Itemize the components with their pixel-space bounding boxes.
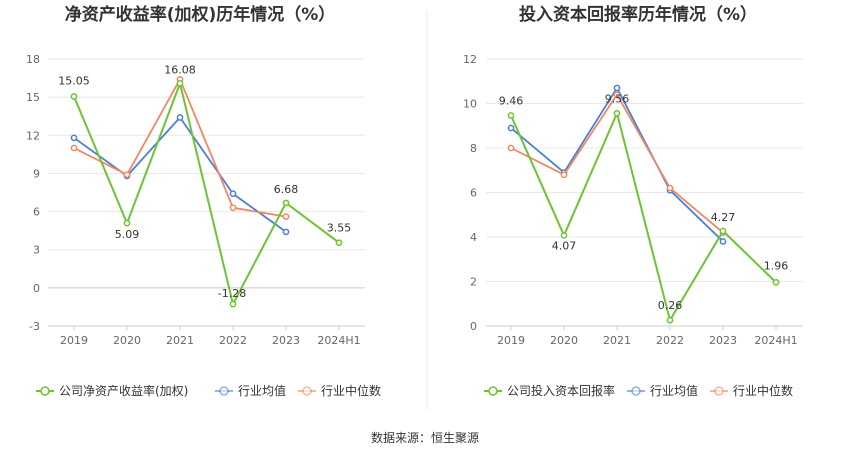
roic-data-label: 4.07 <box>552 239 577 252</box>
legend-label: 行业中位数 <box>321 383 381 398</box>
roe-y-tick-label: 9 <box>33 167 40 180</box>
roe-series-point-2 <box>70 144 78 152</box>
legend-label: 行业中位数 <box>733 383 793 398</box>
roic-legend-item-0[interactable]: 公司投入资本回报率 <box>484 383 615 398</box>
roic-x-tick-label: 2019 <box>497 334 525 347</box>
legend-label: 公司投入资本回报率 <box>507 383 615 398</box>
roe-series-point-2 <box>229 204 237 212</box>
roic-x-tick-label: 2020 <box>550 334 578 347</box>
roic-legend-item-2[interactable]: 行业中位数 <box>710 383 793 398</box>
roic-series-point-0 <box>560 232 568 239</box>
roe-x-tick-label: 2024H1 <box>317 334 360 347</box>
roe-legend-item-1[interactable]: 行业均值 <box>215 383 286 398</box>
roic-series-point-1 <box>613 84 621 92</box>
legend-marker-icon <box>488 386 498 396</box>
roic-series-point-0 <box>719 227 727 235</box>
roe-chart: 净资产收益率(加权)历年情况（%） -3 0 3 6 9 12 15 18 2019 2020 20… <box>26 4 381 398</box>
legend-label: 公司净资产收益率(加权) <box>59 383 188 398</box>
roic-y-tick-label: 2 <box>470 276 477 289</box>
roic-series-point-0 <box>772 279 780 286</box>
roic-data-label: 9.46 <box>499 95 524 108</box>
roic-chart: 投入资本回报率历年情况（%） 0 2 4 6 8 10 12 2019 2020 2021 2022… <box>463 4 803 398</box>
legend-marker-icon <box>40 386 50 396</box>
roic-series-point-2 <box>507 144 515 152</box>
roe-series-point-0 <box>70 93 78 100</box>
roic-series-point-0 <box>507 112 515 119</box>
roe-legend-item-2[interactable]: 行业中位数 <box>298 383 381 398</box>
roic-series-point-2 <box>666 184 674 192</box>
roe-y-tick-label: 18 <box>26 53 40 66</box>
legend-marker-icon <box>219 386 229 396</box>
roe-series-point-0 <box>229 300 237 308</box>
roe-data-label: 6.68 <box>274 183 299 196</box>
roe-series-point-0 <box>176 80 184 87</box>
roe-x-tick-label: 2020 <box>113 334 141 347</box>
data-source-footer: 数据来源：恒生聚源 <box>371 430 479 445</box>
roe-data-label: 15.05 <box>58 75 90 88</box>
roe-y-tick-label: 15 <box>26 91 40 104</box>
roic-y-tick-label: 8 <box>470 142 477 155</box>
roe-y-tick-label: 3 <box>33 244 40 257</box>
roe-series-point-0 <box>335 239 343 247</box>
roe-series-point-0 <box>282 199 290 207</box>
roe-y-tick-label: 12 <box>26 129 40 142</box>
roic-y-tick-label: 0 <box>470 320 477 333</box>
roe-legend-item-0[interactable]: 公司净资产收益率(加权) <box>36 383 188 398</box>
roic-series-point-1 <box>507 124 515 132</box>
legend-label: 行业均值 <box>650 383 698 398</box>
roic-series-point-2 <box>560 171 568 179</box>
roic-chart-title: 投入资本回报率历年情况（%） <box>519 4 757 25</box>
legend-label: 行业均值 <box>238 383 286 398</box>
roe-series-point-1 <box>70 134 78 142</box>
roe-y-tick-label: 6 <box>33 206 40 219</box>
roe-x-tick-label: 2023 <box>272 334 300 347</box>
roe-series-point-2 <box>282 213 290 221</box>
roe-y-tick-label: -3 <box>29 320 40 333</box>
roe-data-label: -1.28 <box>218 287 246 300</box>
roic-x-tick-label: 2023 <box>709 334 737 347</box>
roic-y-tick-label: 6 <box>470 187 477 200</box>
roe-series-point-1 <box>229 190 237 198</box>
roe-series-point-0 <box>123 219 131 227</box>
legend-marker-icon <box>714 386 724 396</box>
roic-legend-item-1[interactable]: 行业均值 <box>627 383 698 398</box>
roe-y-tick-label: 0 <box>33 282 40 295</box>
roe-series-point-2 <box>123 171 131 179</box>
legend-marker-icon <box>302 386 312 396</box>
roe-x-tick-label: 2021 <box>166 334 194 347</box>
roic-data-label: 4.27 <box>711 211 736 224</box>
roe-data-label: 5.09 <box>115 228 140 241</box>
roe-series-line-0 <box>73 82 340 306</box>
roe-chart-title: 净资产收益率(加权)历年情况（%） <box>65 4 336 25</box>
roic-y-tick-label: 12 <box>463 53 477 66</box>
roic-x-tick-label: 2021 <box>603 334 631 347</box>
roic-y-tick-label: 10 <box>463 98 477 111</box>
roe-data-label: 16.08 <box>164 63 196 76</box>
roic-series-point-2 <box>613 91 621 98</box>
roe-series-point-1 <box>176 114 184 121</box>
roe-data-label: 3.55 <box>327 222 352 235</box>
roe-series-point-1 <box>282 228 290 236</box>
roic-series-point-1 <box>719 238 727 245</box>
roic-series-point-0 <box>613 109 621 117</box>
roic-y-tick-label: 4 <box>470 231 477 244</box>
roic-series-point-0 <box>666 316 674 324</box>
legend-marker-icon <box>631 386 641 396</box>
roic-series-line-0 <box>510 112 777 322</box>
roic-data-label: 0.26 <box>658 299 683 312</box>
roic-data-label: 9.56 <box>605 92 630 105</box>
roe-series-line-2 <box>73 78 287 218</box>
roe-x-tick-label: 2022 <box>219 334 247 347</box>
roic-data-label: 1.96 <box>764 259 789 272</box>
roic-x-tick-label: 2022 <box>656 334 684 347</box>
roe-x-tick-label: 2019 <box>60 334 88 347</box>
roic-x-tick-label: 2024H1 <box>754 334 797 347</box>
